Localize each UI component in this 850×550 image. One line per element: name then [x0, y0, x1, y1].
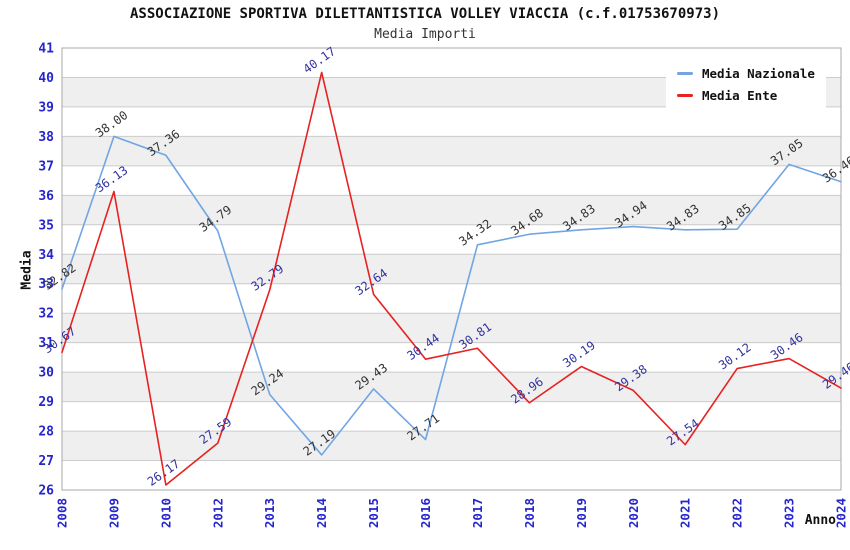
point-label-media-ente: 26.17 [145, 457, 183, 489]
y-tick-label: 32 [38, 307, 54, 322]
point-label-media-ente: 36.13 [93, 163, 131, 195]
plot-band [62, 431, 841, 461]
x-tick-label: 2018 [522, 498, 537, 528]
y-tick-label: 29 [38, 395, 54, 410]
legend-label-media-ente: Media Ente [702, 88, 778, 103]
x-tick-label: 2010 [158, 498, 173, 528]
point-label-media-ente: 30.12 [716, 340, 754, 372]
plot-band [62, 136, 841, 166]
legend-item-media-nazionale: Media Nazionale [677, 66, 815, 81]
point-label-media-nazionale: 38.00 [93, 108, 131, 140]
x-axis-title: Anno [804, 513, 836, 528]
x-tick-label: 2019 [574, 498, 589, 528]
y-tick-label: 40 [38, 71, 54, 86]
x-tick-label: 2020 [626, 498, 641, 528]
x-tick-label: 2023 [782, 498, 797, 528]
chart-title: ASSOCIAZIONE SPORTIVA DILETTANTISTICA VO… [129, 6, 720, 22]
series-line-media-nazionale [61, 135, 842, 456]
x-tick-label: 2021 [678, 498, 693, 528]
legend-item-media-ente: Media Ente [677, 88, 815, 103]
chart-legend: Media Nazionale Media Ente [666, 59, 826, 110]
x-tick-label: 2008 [55, 498, 70, 528]
x-tick-label: 2014 [314, 498, 329, 528]
y-axis-title: Media [19, 250, 35, 290]
y-tick-label: 38 [38, 130, 54, 145]
plot-band [62, 313, 841, 343]
y-tick-label: 37 [38, 159, 54, 174]
y-tick-label: 28 [38, 425, 54, 440]
plot-band [62, 372, 841, 402]
x-tick-label: 2012 [210, 498, 225, 528]
y-tick-label: 34 [38, 248, 54, 263]
x-tick-label: 2024 [834, 498, 849, 528]
plot-border [61, 47, 842, 491]
point-label-media-ente: 40.17 [301, 44, 339, 76]
legend-label-media-nazionale: Media Nazionale [702, 66, 815, 81]
y-tick-label: 41 [38, 42, 54, 57]
chart-subtitle: Media Importi [374, 27, 476, 42]
x-tick-label: 2016 [418, 498, 433, 528]
y-tick-label: 26 [38, 484, 54, 499]
x-tick-label: 2022 [730, 498, 745, 528]
series-line-media-ente [61, 71, 842, 486]
x-tick-label: 2017 [470, 498, 485, 528]
y-tick-label: 30 [38, 366, 54, 381]
plot-band [62, 195, 841, 225]
x-tick-label: 2013 [262, 498, 277, 528]
y-tick-label: 31 [38, 336, 54, 351]
y-tick-label: 33 [38, 277, 54, 292]
x-tick-label: 2009 [106, 498, 121, 528]
x-tick-label: 2015 [366, 498, 381, 528]
y-tick-label: 27 [38, 454, 54, 469]
y-tick-label: 39 [38, 100, 54, 115]
y-tick-label: 35 [38, 218, 54, 233]
legend-swatch-blue-line-icon [677, 72, 693, 75]
y-tick-label: 36 [38, 189, 54, 204]
plot-band [62, 254, 841, 284]
legend-swatch-red-line-icon [677, 94, 693, 97]
